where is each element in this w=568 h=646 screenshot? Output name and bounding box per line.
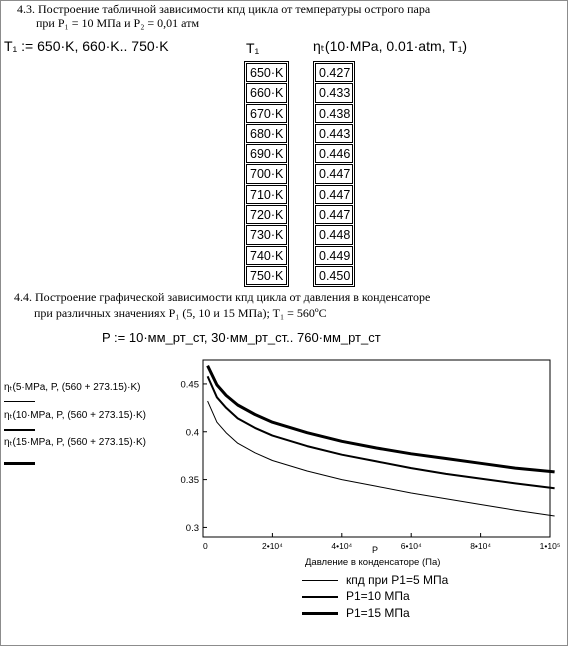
- series-line-1: [206, 375, 555, 490]
- eta-value-cell: 0.447: [315, 205, 353, 225]
- eta-value-cell: 0.448: [315, 225, 353, 245]
- legend-line-15mpa: [302, 612, 338, 615]
- eta-value-cell: 0.438: [315, 103, 353, 123]
- t1-value-cell: 660·K: [246, 83, 287, 103]
- section-43-title: 4.3. Построение табличной зависимости кп…: [17, 2, 431, 16]
- x-variable-label: P: [372, 545, 379, 555]
- legend-15mpa: P1=15 МПа: [346, 606, 410, 620]
- plot-area-border: [202, 359, 551, 538]
- section-43-subtitle: при P₁ = 10 МПа и P₂ = 0,01 атм: [36, 16, 200, 30]
- t1-value-cell: 700·K: [246, 164, 287, 184]
- y-tick-label: 0.35: [181, 475, 200, 486]
- y-label-5mpa[interactable]: ηₜ(5·MPa, P, (560 + 273.15)·K): [4, 382, 141, 393]
- y-label-15mpa[interactable]: ηₜ(15·MPa, P, (560 + 273.15)·K): [4, 437, 147, 448]
- eta-value-cell: 0.447: [315, 164, 353, 184]
- t1-definition[interactable]: T₁ := 650·K, 660·K.. 750·K: [4, 38, 169, 54]
- series-line-0: [207, 400, 555, 517]
- y-tick-label: 0.45: [181, 379, 200, 390]
- p-definition[interactable]: P := 10·мм_рт_ст, 30·мм_рт_ст.. 760·мм_р…: [102, 330, 381, 345]
- y-tick-label: 0.3: [186, 523, 199, 534]
- eta-value-cell: 0.443: [315, 123, 353, 144]
- x-tick-label: 2•10⁴: [262, 541, 283, 551]
- t1-value-cell: 710·K: [246, 184, 287, 205]
- x-tick-label: 8•10⁴: [470, 541, 491, 551]
- series-line-2: [206, 365, 555, 474]
- t1-value-cell: 750·K: [246, 265, 287, 286]
- eta-column-header: ηₜ(10·MPa, 0.01·atm, T₁): [313, 38, 468, 54]
- eta-value-cell: 0.433: [315, 83, 353, 103]
- section-44-title: 4.4. Построение графической зависимости …: [14, 290, 431, 304]
- eta-result-table[interactable]: 0.427 0.433 0.438 0.443 0.446 0.447 0.447 0.447…: [313, 61, 355, 287]
- t1-value-cell: 720·K: [246, 205, 287, 225]
- t1-column-header: T₁: [246, 40, 260, 56]
- t1-value-cell: 670·K: [246, 103, 287, 123]
- legend-line-5mpa: [302, 580, 338, 581]
- t1-value-cell: 690·K: [246, 144, 287, 164]
- x-tick-label: 0: [203, 541, 208, 551]
- eta-value-cell: 0.446: [315, 144, 353, 164]
- t1-value-cell: 740·K: [246, 245, 287, 265]
- eta-value-cell: 0.449: [315, 245, 353, 265]
- eta-value-cell: 0.427: [315, 63, 353, 83]
- eta-value-cell: 0.447: [315, 184, 353, 205]
- legend-10mpa: P1=10 МПа: [346, 589, 410, 603]
- t1-value-cell: 730·K: [246, 225, 287, 245]
- efficiency-chart[interactable]: 0.3 0.35 0.4 0.45 0 2•10⁴ 4•10⁴ 6•10⁴ 8•10⁴ 1•10⁵: [170, 350, 565, 560]
- y-label-10mpa[interactable]: ηₜ(10·MPa, P, (560 + 273.15)·K): [4, 410, 147, 421]
- section-44-subtitle: при различных значениях P₁ (5, 10 и 15 М…: [34, 306, 327, 320]
- t1-result-table[interactable]: 650·K 660·K 670·K 680·K 690·K 700·K 710·K 720·K…: [244, 61, 289, 287]
- legend-5mpa: кпд при P1=5 МПа: [346, 573, 449, 587]
- eta-value-cell: 0.450: [315, 265, 353, 286]
- x-tick-label: 1•10⁵: [540, 541, 561, 551]
- legend-line-10mpa: [302, 596, 338, 598]
- t1-value-cell: 650·K: [246, 63, 287, 83]
- t1-value-cell: 680·K: [246, 123, 287, 144]
- y-label-15mpa-line: [4, 462, 35, 465]
- x-tick-label: 4•10⁴: [331, 541, 352, 551]
- y-tick-label: 0.4: [186, 427, 199, 438]
- x-tick-label: 6•10⁴: [401, 541, 422, 551]
- y-label-5mpa-line: [4, 401, 35, 402]
- x-axis-title: Давление в конденсаторе (Па): [305, 557, 441, 568]
- y-label-10mpa-line: [4, 429, 35, 431]
